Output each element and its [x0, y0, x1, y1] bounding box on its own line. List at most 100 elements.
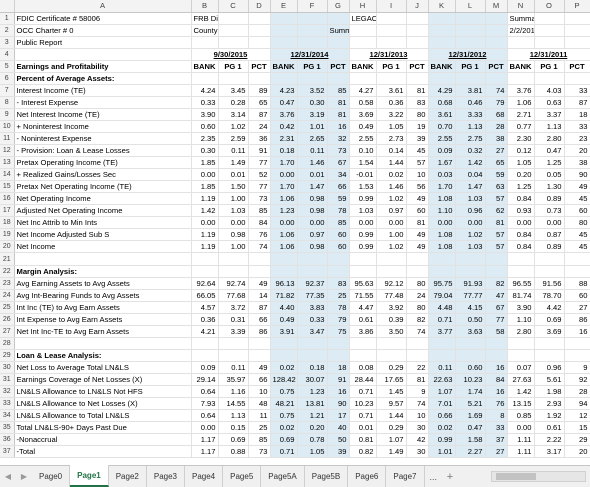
value-cell[interactable]: 0.68	[428, 96, 456, 109]
value-cell[interactable]	[534, 349, 565, 362]
value-cell[interactable]	[564, 252, 590, 266]
value-cell[interactable]: 27	[485, 445, 508, 459]
row-number[interactable]: 12	[0, 144, 15, 158]
value-cell[interactable]: 10	[406, 168, 429, 182]
row-number[interactable]: 32	[0, 385, 15, 399]
value-cell[interactable]	[564, 265, 590, 278]
value-cell[interactable]: 29.14	[191, 373, 219, 387]
value-cell[interactable]: 80	[564, 216, 590, 230]
value-cell[interactable]: 3.90	[191, 108, 219, 121]
value-cell[interactable]: 0.75	[270, 385, 298, 399]
value-cell[interactable]: 24	[406, 289, 429, 302]
value-cell[interactable]	[248, 349, 271, 362]
value-cell[interactable]: 48	[248, 397, 271, 411]
value-cell[interactable]: 35.97	[218, 373, 249, 387]
cell[interactable]	[406, 12, 429, 25]
value-cell[interactable]	[297, 265, 328, 278]
cell[interactable]: Summary Ratios	[507, 12, 535, 25]
value-cell[interactable]: 1.08	[428, 240, 456, 254]
value-cell[interactable]: 49	[564, 180, 590, 194]
value-cell[interactable]: 0.99	[428, 433, 456, 447]
cell[interactable]	[270, 36, 298, 49]
value-cell[interactable]: 0.09	[191, 361, 219, 374]
value-cell[interactable]: 22	[406, 361, 429, 374]
value-cell[interactable]: 0.50	[455, 313, 486, 326]
value-cell[interactable]: 1.10	[507, 313, 535, 326]
value-cell[interactable]: 96.55	[507, 277, 535, 290]
value-cell[interactable]: 0.84	[507, 228, 535, 242]
value-cell[interactable]: 62	[485, 204, 508, 218]
value-cell[interactable]: 128.42	[270, 373, 298, 387]
row-number[interactable]: 22	[0, 265, 15, 278]
value-cell[interactable]: 1.70	[270, 180, 298, 194]
cell[interactable]: 2/2/2016 1:34:38 PM	[507, 24, 535, 37]
row-number[interactable]: 21	[0, 252, 15, 266]
value-cell[interactable]: 65	[248, 96, 271, 109]
value-cell[interactable]: 0.71	[428, 313, 456, 326]
row-number[interactable]: 16	[0, 192, 15, 206]
value-cell[interactable]: 1.46	[297, 156, 328, 170]
value-cell[interactable]: 57	[406, 156, 429, 170]
value-cell[interactable]: 77	[248, 180, 271, 194]
cell[interactable]: FRB District/ID_RSSD 11 / 878898	[191, 12, 219, 25]
value-cell[interactable]: 0.61	[349, 313, 377, 326]
value-cell[interactable]: 0.49	[349, 120, 377, 134]
value-cell[interactable]: 1.42	[507, 385, 535, 399]
value-cell[interactable]: 2.35	[191, 132, 219, 146]
value-cell[interactable]	[428, 72, 456, 85]
value-cell[interactable]: 49	[406, 192, 429, 206]
value-cell[interactable]: 88	[564, 277, 590, 290]
value-cell[interactable]: 0.42	[270, 120, 298, 134]
value-cell[interactable]: 0.99	[349, 192, 377, 206]
value-cell[interactable]: 59	[327, 192, 350, 206]
column-header[interactable]: M	[485, 0, 508, 13]
value-cell[interactable]: 66.05	[191, 289, 219, 302]
row-label[interactable]: -Total	[14, 445, 192, 459]
value-cell[interactable]: 1.25	[507, 180, 535, 194]
value-cell[interactable]	[428, 337, 456, 350]
row-number[interactable]: 2	[0, 24, 15, 37]
column-header[interactable]: P	[564, 0, 590, 13]
value-cell[interactable]: 0.69	[534, 313, 565, 326]
value-cell[interactable]	[534, 337, 565, 350]
cell[interactable]	[297, 12, 328, 25]
value-cell[interactable]	[349, 252, 377, 266]
value-cell[interactable]: 0.11	[218, 144, 249, 158]
value-cell[interactable]: 60	[327, 240, 350, 254]
value-cell[interactable]: 10	[248, 385, 271, 399]
value-cell[interactable]: 38	[564, 156, 590, 170]
value-cell[interactable]: 1.92	[534, 409, 565, 423]
value-cell[interactable]: 0.20	[297, 421, 328, 435]
value-cell[interactable]: 0.60	[191, 120, 219, 134]
value-cell[interactable]: 1.06	[270, 192, 298, 206]
value-cell[interactable]: 0.71	[270, 445, 298, 459]
value-cell[interactable]: 85	[248, 433, 271, 447]
column-caption[interactable]: BANK	[507, 60, 535, 73]
value-cell[interactable]	[191, 265, 219, 278]
value-cell[interactable]: 1.06	[507, 96, 535, 109]
value-cell[interactable]: 17.65	[376, 373, 407, 387]
value-cell[interactable]: 80	[406, 277, 429, 290]
row-number[interactable]: 18	[0, 216, 15, 230]
value-cell[interactable]: 1.23	[297, 385, 328, 399]
value-cell[interactable]: 1.03	[455, 192, 486, 206]
value-cell[interactable]: 5.21	[455, 397, 486, 411]
value-cell[interactable]: 60	[406, 204, 429, 218]
row-number[interactable]: 36	[0, 433, 15, 447]
column-header[interactable]: J	[406, 0, 429, 13]
value-cell[interactable]: 2.59	[218, 132, 249, 146]
value-cell[interactable]: 27	[564, 301, 590, 314]
value-cell[interactable]	[428, 252, 456, 266]
cell[interactable]: Summary Ratios--Page 1	[327, 24, 350, 37]
value-cell[interactable]: 79	[327, 313, 350, 326]
column-header[interactable]: O	[534, 0, 565, 13]
value-cell[interactable]: 0.01	[349, 421, 377, 435]
value-cell[interactable]: 2.31	[270, 132, 298, 146]
value-cell[interactable]: 3.61	[376, 84, 407, 97]
value-cell[interactable]: 33	[485, 421, 508, 435]
value-cell[interactable]: 12	[564, 409, 590, 423]
value-cell[interactable]: 15	[564, 421, 590, 435]
value-cell[interactable]: 4.47	[349, 301, 377, 314]
value-cell[interactable]: 1.16	[218, 385, 249, 399]
